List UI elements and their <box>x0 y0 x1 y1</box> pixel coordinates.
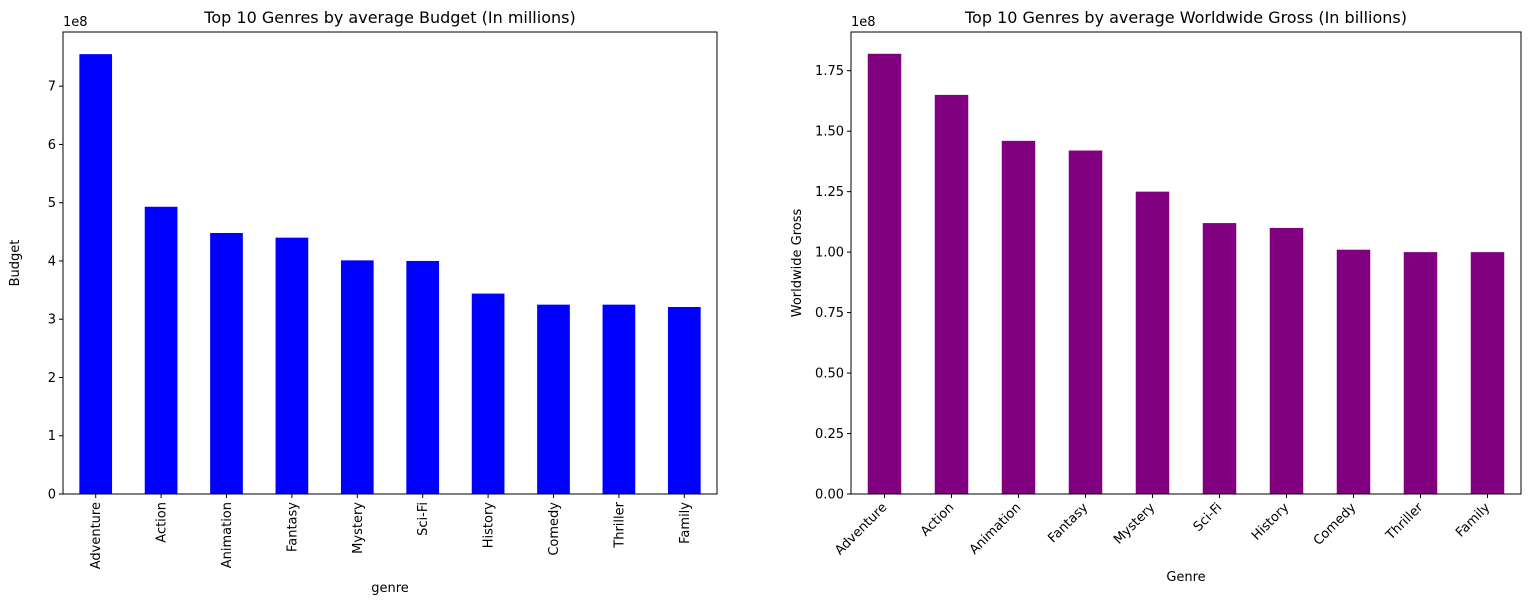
bar-history <box>1269 227 1304 494</box>
bar-mystery <box>340 260 374 494</box>
x-tick-label: Animation <box>220 502 235 568</box>
y-tick-label: 2 <box>48 371 56 386</box>
x-tick-label: Comedy <box>547 502 562 556</box>
bar-thriller <box>1403 252 1438 494</box>
bar-mystery <box>1135 191 1170 494</box>
bar-animation <box>1001 140 1036 494</box>
x-tick-label: History <box>482 502 497 549</box>
bar-adventure <box>867 53 902 495</box>
x-tick-label: Sci-Fi <box>416 502 431 536</box>
x-tick-label: Mystery <box>351 502 366 554</box>
bar-fantasy <box>275 237 309 495</box>
y-tick-label: 1 <box>48 429 56 444</box>
bar-sci-fi <box>1202 223 1237 495</box>
x-tick-label: Animation <box>967 500 1024 557</box>
chart-title: Top 10 Genres by average Budget (In mill… <box>203 8 575 27</box>
y-offset-text: 1e8 <box>851 15 876 30</box>
plot-frame <box>62 31 718 495</box>
bar-family <box>1470 252 1505 494</box>
x-tick-label: Thriller <box>1383 500 1427 544</box>
y-tick-label: 1.75 <box>815 64 844 79</box>
x-tick-label: Thriller <box>612 501 627 548</box>
x-tick-label: History <box>1249 500 1293 544</box>
bar-comedy <box>537 304 570 494</box>
y-tick-label: 6 <box>48 138 56 153</box>
y-offset-text: 1e8 <box>63 15 88 30</box>
bar-thriller <box>602 304 636 494</box>
bar-history <box>471 293 505 494</box>
y-axis-label: Worldwide Gross <box>790 209 805 318</box>
x-tick-label: Action <box>155 502 170 543</box>
y-tick-label: 7 <box>48 80 56 95</box>
y-tick-label: 4 <box>48 254 56 269</box>
bar-adventure <box>79 54 113 495</box>
bar-comedy <box>1336 249 1371 494</box>
bar-action <box>934 94 969 495</box>
y-tick-label: 0.00 <box>815 488 844 503</box>
x-tick-label: Fantasy <box>1045 500 1091 546</box>
y-tick-label: 1.25 <box>815 185 844 200</box>
y-tick-label: 0 <box>48 488 56 503</box>
x-tick-label: Family <box>678 502 693 544</box>
x-tick-label: Family <box>1453 500 1493 540</box>
bar-fantasy <box>1068 150 1103 494</box>
chart-1: 0 1 2 3 4 5 6 7 Adventure Action Animation Fantasy M… <box>8 8 718 596</box>
x-tick-label: Mystery <box>1111 500 1158 547</box>
x-tick-label: Adventure <box>832 500 890 558</box>
bar-family <box>667 306 701 494</box>
y-tick-label: 5 <box>48 196 56 211</box>
bar-action <box>144 206 178 495</box>
x-axis-label: genre <box>371 581 409 596</box>
y-tick-label: 1.00 <box>815 246 844 261</box>
y-axis-label: Budget <box>8 240 23 287</box>
chart-2: 0.00 0.25 0.50 0.75 1.00 1.25 1.50 1.75 Adventur… <box>790 8 1522 585</box>
x-tick-label: Action <box>918 500 957 539</box>
bar-sci-fi <box>406 260 440 494</box>
y-tick-label: 0.50 <box>815 367 844 382</box>
y-tick-label: 1.50 <box>815 125 844 140</box>
x-axis-label: Genre <box>1166 570 1205 585</box>
chart-title: Top 10 Genres by average Worldwide Gross… <box>964 8 1407 27</box>
y-tick-label: 0.25 <box>815 427 844 442</box>
x-tick-label: Sci-Fi <box>1191 500 1226 535</box>
x-tick-label: Fantasy <box>285 502 300 552</box>
y-tick-label: 0.75 <box>815 306 844 321</box>
y-tick-label: 3 <box>48 313 56 328</box>
x-tick-label: Comedy <box>1311 500 1360 549</box>
bar-animation <box>210 232 243 494</box>
x-tick-label: Adventure <box>89 502 104 569</box>
plot-frame <box>850 31 1522 495</box>
